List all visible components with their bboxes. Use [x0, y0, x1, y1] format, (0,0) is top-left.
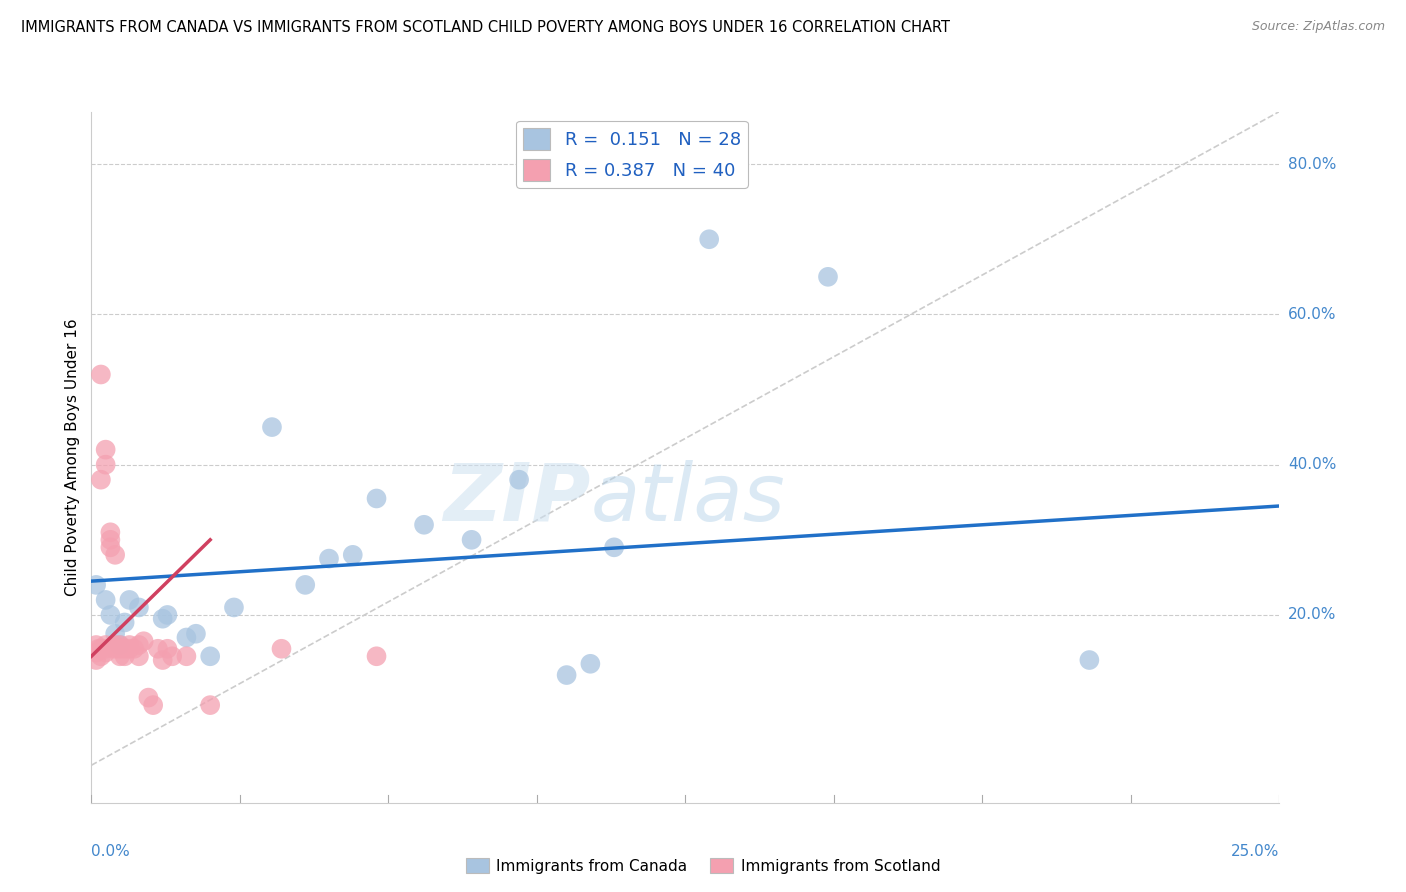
Point — [152, 653, 174, 667]
Text: Source: ZipAtlas.com: Source: ZipAtlas.com — [1251, 20, 1385, 33]
Point — [90, 473, 112, 487]
Text: atlas: atlas — [591, 459, 785, 538]
Point — [184, 626, 207, 640]
Point — [84, 646, 107, 660]
Text: 60.0%: 60.0% — [1288, 307, 1336, 322]
Point — [152, 612, 174, 626]
Point — [114, 641, 136, 656]
Point — [108, 638, 131, 652]
Point — [118, 641, 141, 656]
Point — [697, 232, 720, 246]
Point — [160, 649, 183, 664]
Point — [94, 442, 117, 457]
Point — [100, 525, 122, 540]
Point — [104, 548, 127, 562]
Point — [94, 593, 117, 607]
Point — [294, 578, 316, 592]
Point — [87, 641, 110, 656]
Point — [270, 641, 292, 656]
Point — [200, 649, 222, 664]
Point — [90, 641, 112, 656]
Text: 80.0%: 80.0% — [1288, 157, 1336, 171]
Point — [318, 551, 340, 566]
Point — [100, 607, 122, 622]
Legend: R =  0.151   N = 28, R = 0.387   N = 40: R = 0.151 N = 28, R = 0.387 N = 40 — [516, 120, 748, 188]
Point — [100, 541, 122, 555]
Point — [108, 638, 131, 652]
Point — [128, 600, 150, 615]
Text: ZIP: ZIP — [443, 459, 591, 538]
Text: IMMIGRANTS FROM CANADA VS IMMIGRANTS FROM SCOTLAND CHILD POVERTY AMONG BOYS UNDE: IMMIGRANTS FROM CANADA VS IMMIGRANTS FRO… — [21, 20, 950, 35]
Point — [94, 641, 117, 656]
Point — [508, 473, 530, 487]
Point — [156, 641, 179, 656]
Point — [413, 517, 436, 532]
Point — [94, 458, 117, 472]
Point — [90, 649, 112, 664]
Point — [128, 638, 150, 652]
Point — [138, 690, 160, 705]
Text: 0.0%: 0.0% — [91, 844, 131, 859]
Point — [260, 420, 283, 434]
Point — [1078, 653, 1101, 667]
Point — [118, 593, 141, 607]
Text: 40.0%: 40.0% — [1288, 458, 1336, 472]
Point — [142, 698, 165, 712]
Point — [603, 541, 626, 555]
Point — [108, 641, 131, 656]
Legend: Immigrants from Canada, Immigrants from Scotland: Immigrants from Canada, Immigrants from … — [460, 852, 946, 880]
Point — [176, 631, 198, 645]
Point — [114, 649, 136, 664]
Text: 20.0%: 20.0% — [1288, 607, 1336, 623]
Point — [104, 641, 127, 656]
Y-axis label: Child Poverty Among Boys Under 16: Child Poverty Among Boys Under 16 — [65, 318, 80, 596]
Point — [132, 634, 155, 648]
Point — [128, 649, 150, 664]
Point — [222, 600, 245, 615]
Point — [104, 626, 127, 640]
Point — [94, 638, 117, 652]
Point — [460, 533, 482, 547]
Point — [104, 638, 127, 652]
Point — [366, 491, 388, 506]
Point — [342, 548, 364, 562]
Point — [118, 638, 141, 652]
Point — [100, 533, 122, 547]
Point — [146, 641, 169, 656]
Text: 25.0%: 25.0% — [1232, 844, 1279, 859]
Point — [90, 368, 112, 382]
Point — [817, 269, 839, 284]
Point — [122, 641, 145, 656]
Point — [156, 607, 179, 622]
Point — [114, 615, 136, 630]
Point — [84, 578, 107, 592]
Point — [555, 668, 578, 682]
Point — [94, 646, 117, 660]
Point — [108, 649, 131, 664]
Point — [84, 638, 107, 652]
Point — [366, 649, 388, 664]
Point — [176, 649, 198, 664]
Point — [579, 657, 602, 671]
Point — [84, 653, 107, 667]
Point — [200, 698, 222, 712]
